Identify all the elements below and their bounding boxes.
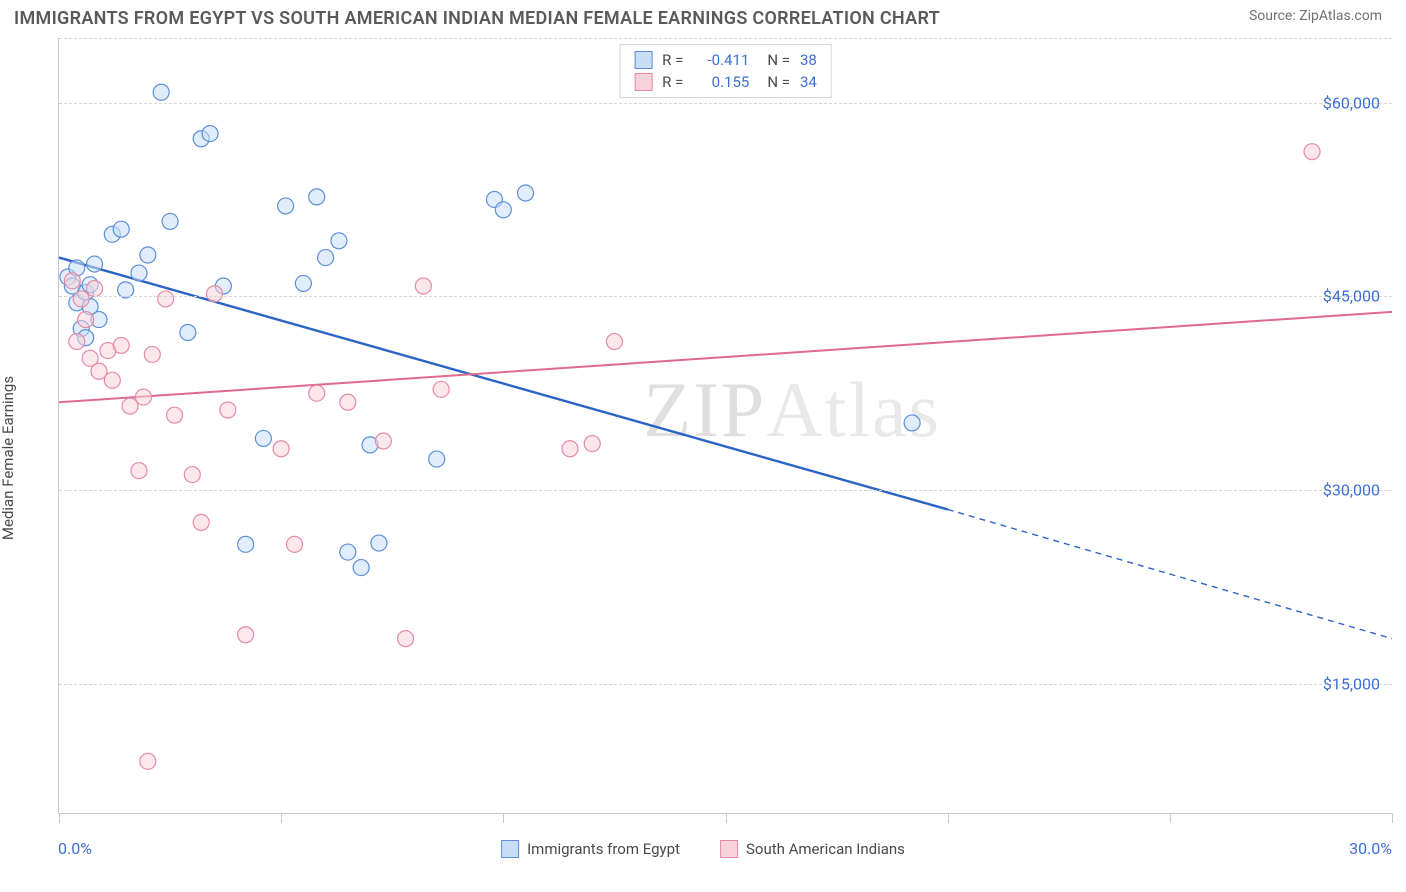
x-tick xyxy=(948,813,949,823)
gridline xyxy=(59,490,1392,491)
data-point xyxy=(273,441,289,457)
x-tick xyxy=(726,813,727,823)
legend-swatch xyxy=(634,73,652,91)
y-tick-label: $60,000 xyxy=(1323,93,1380,112)
plot-svg xyxy=(59,38,1392,813)
data-point xyxy=(87,281,103,297)
data-point xyxy=(295,275,311,291)
data-point xyxy=(584,436,600,452)
data-point xyxy=(131,265,147,281)
correlation-legend: R = -0.411 N = 38 R = 0.155 N = 34 xyxy=(619,44,832,98)
data-point xyxy=(73,291,89,307)
data-point xyxy=(340,544,356,560)
chart-container: Median Female Earnings ZIPAtlas R = -0.4… xyxy=(14,38,1392,878)
y-tick-label: $15,000 xyxy=(1323,674,1380,693)
data-point xyxy=(375,433,391,449)
source-label: Source: ZipAtlas.com xyxy=(1249,8,1382,24)
data-point xyxy=(904,415,920,431)
r-value: -0.411 xyxy=(693,51,749,69)
data-point xyxy=(606,334,622,350)
legend-swatch xyxy=(501,840,519,858)
gridline xyxy=(59,684,1392,685)
data-point xyxy=(429,451,445,467)
data-point xyxy=(255,430,271,446)
n-label: N = xyxy=(767,51,790,69)
data-point xyxy=(144,346,160,362)
data-point xyxy=(153,84,169,100)
trend-line xyxy=(59,312,1392,402)
y-axis-label: Median Female Earnings xyxy=(0,376,17,540)
data-point xyxy=(207,286,223,302)
x-tick xyxy=(1170,813,1171,823)
legend-item: Immigrants from Egypt xyxy=(501,840,680,858)
r-label: R = xyxy=(662,51,683,69)
x-tick xyxy=(1392,813,1393,823)
data-point xyxy=(131,463,147,479)
legend-swatch xyxy=(720,840,738,858)
legend-item: South American Indians xyxy=(720,840,905,858)
title-bar: IMMIGRANTS FROM EGYPT VS SOUTH AMERICAN … xyxy=(0,0,1406,33)
data-point xyxy=(1304,144,1320,160)
gridline xyxy=(59,38,1392,39)
data-point xyxy=(135,389,151,405)
data-point xyxy=(518,185,534,201)
y-tick-label: $30,000 xyxy=(1323,481,1380,500)
x-axis-min-label: 0.0% xyxy=(58,839,92,858)
data-point xyxy=(309,189,325,205)
data-point xyxy=(202,126,218,142)
r-label: R = xyxy=(662,73,683,91)
data-point xyxy=(278,198,294,214)
data-point xyxy=(238,536,254,552)
data-point xyxy=(562,441,578,457)
data-point xyxy=(415,278,431,294)
legend-label: Immigrants from Egypt xyxy=(527,840,680,858)
data-point xyxy=(140,753,156,769)
data-point xyxy=(331,233,347,249)
n-value: 38 xyxy=(800,51,817,69)
data-point xyxy=(167,407,183,423)
x-axis-max-label: 30.0% xyxy=(1349,839,1392,858)
data-point xyxy=(309,385,325,401)
data-point xyxy=(220,402,236,418)
legend-swatch xyxy=(634,51,652,69)
data-point xyxy=(180,325,196,341)
data-point xyxy=(162,213,178,229)
r-value: 0.155 xyxy=(693,73,749,91)
data-point xyxy=(69,334,85,350)
x-tick xyxy=(281,813,282,823)
data-point xyxy=(104,372,120,388)
data-point xyxy=(113,221,129,237)
correlation-legend-row: R = -0.411 N = 38 xyxy=(634,49,817,71)
plot-area: ZIPAtlas R = -0.411 N = 38 R = 0.155 N =… xyxy=(58,38,1392,814)
data-point xyxy=(495,202,511,218)
data-point xyxy=(371,535,387,551)
gridline xyxy=(59,103,1392,104)
x-tick xyxy=(59,813,60,823)
data-point xyxy=(140,247,156,263)
data-point xyxy=(398,631,414,647)
x-tick xyxy=(503,813,504,823)
data-point xyxy=(64,273,80,289)
data-point xyxy=(353,560,369,576)
n-label: N = xyxy=(767,73,790,91)
gridline xyxy=(59,296,1392,297)
data-point xyxy=(318,250,334,266)
chart-title: IMMIGRANTS FROM EGYPT VS SOUTH AMERICAN … xyxy=(14,8,940,29)
data-point xyxy=(193,514,209,530)
n-value: 34 xyxy=(800,73,817,91)
data-point xyxy=(433,381,449,397)
data-point xyxy=(184,467,200,483)
series-legend: Immigrants from Egypt South American Indi… xyxy=(501,840,905,858)
correlation-legend-row: R = 0.155 N = 34 xyxy=(634,71,817,93)
data-point xyxy=(158,291,174,307)
data-point xyxy=(238,627,254,643)
data-point xyxy=(113,337,129,353)
data-point xyxy=(286,536,302,552)
trend-line-extrapolated xyxy=(948,509,1392,638)
y-tick-label: $45,000 xyxy=(1323,287,1380,306)
data-point xyxy=(87,256,103,272)
data-point xyxy=(340,394,356,410)
legend-label: South American Indians xyxy=(746,840,905,858)
data-point xyxy=(78,312,94,328)
